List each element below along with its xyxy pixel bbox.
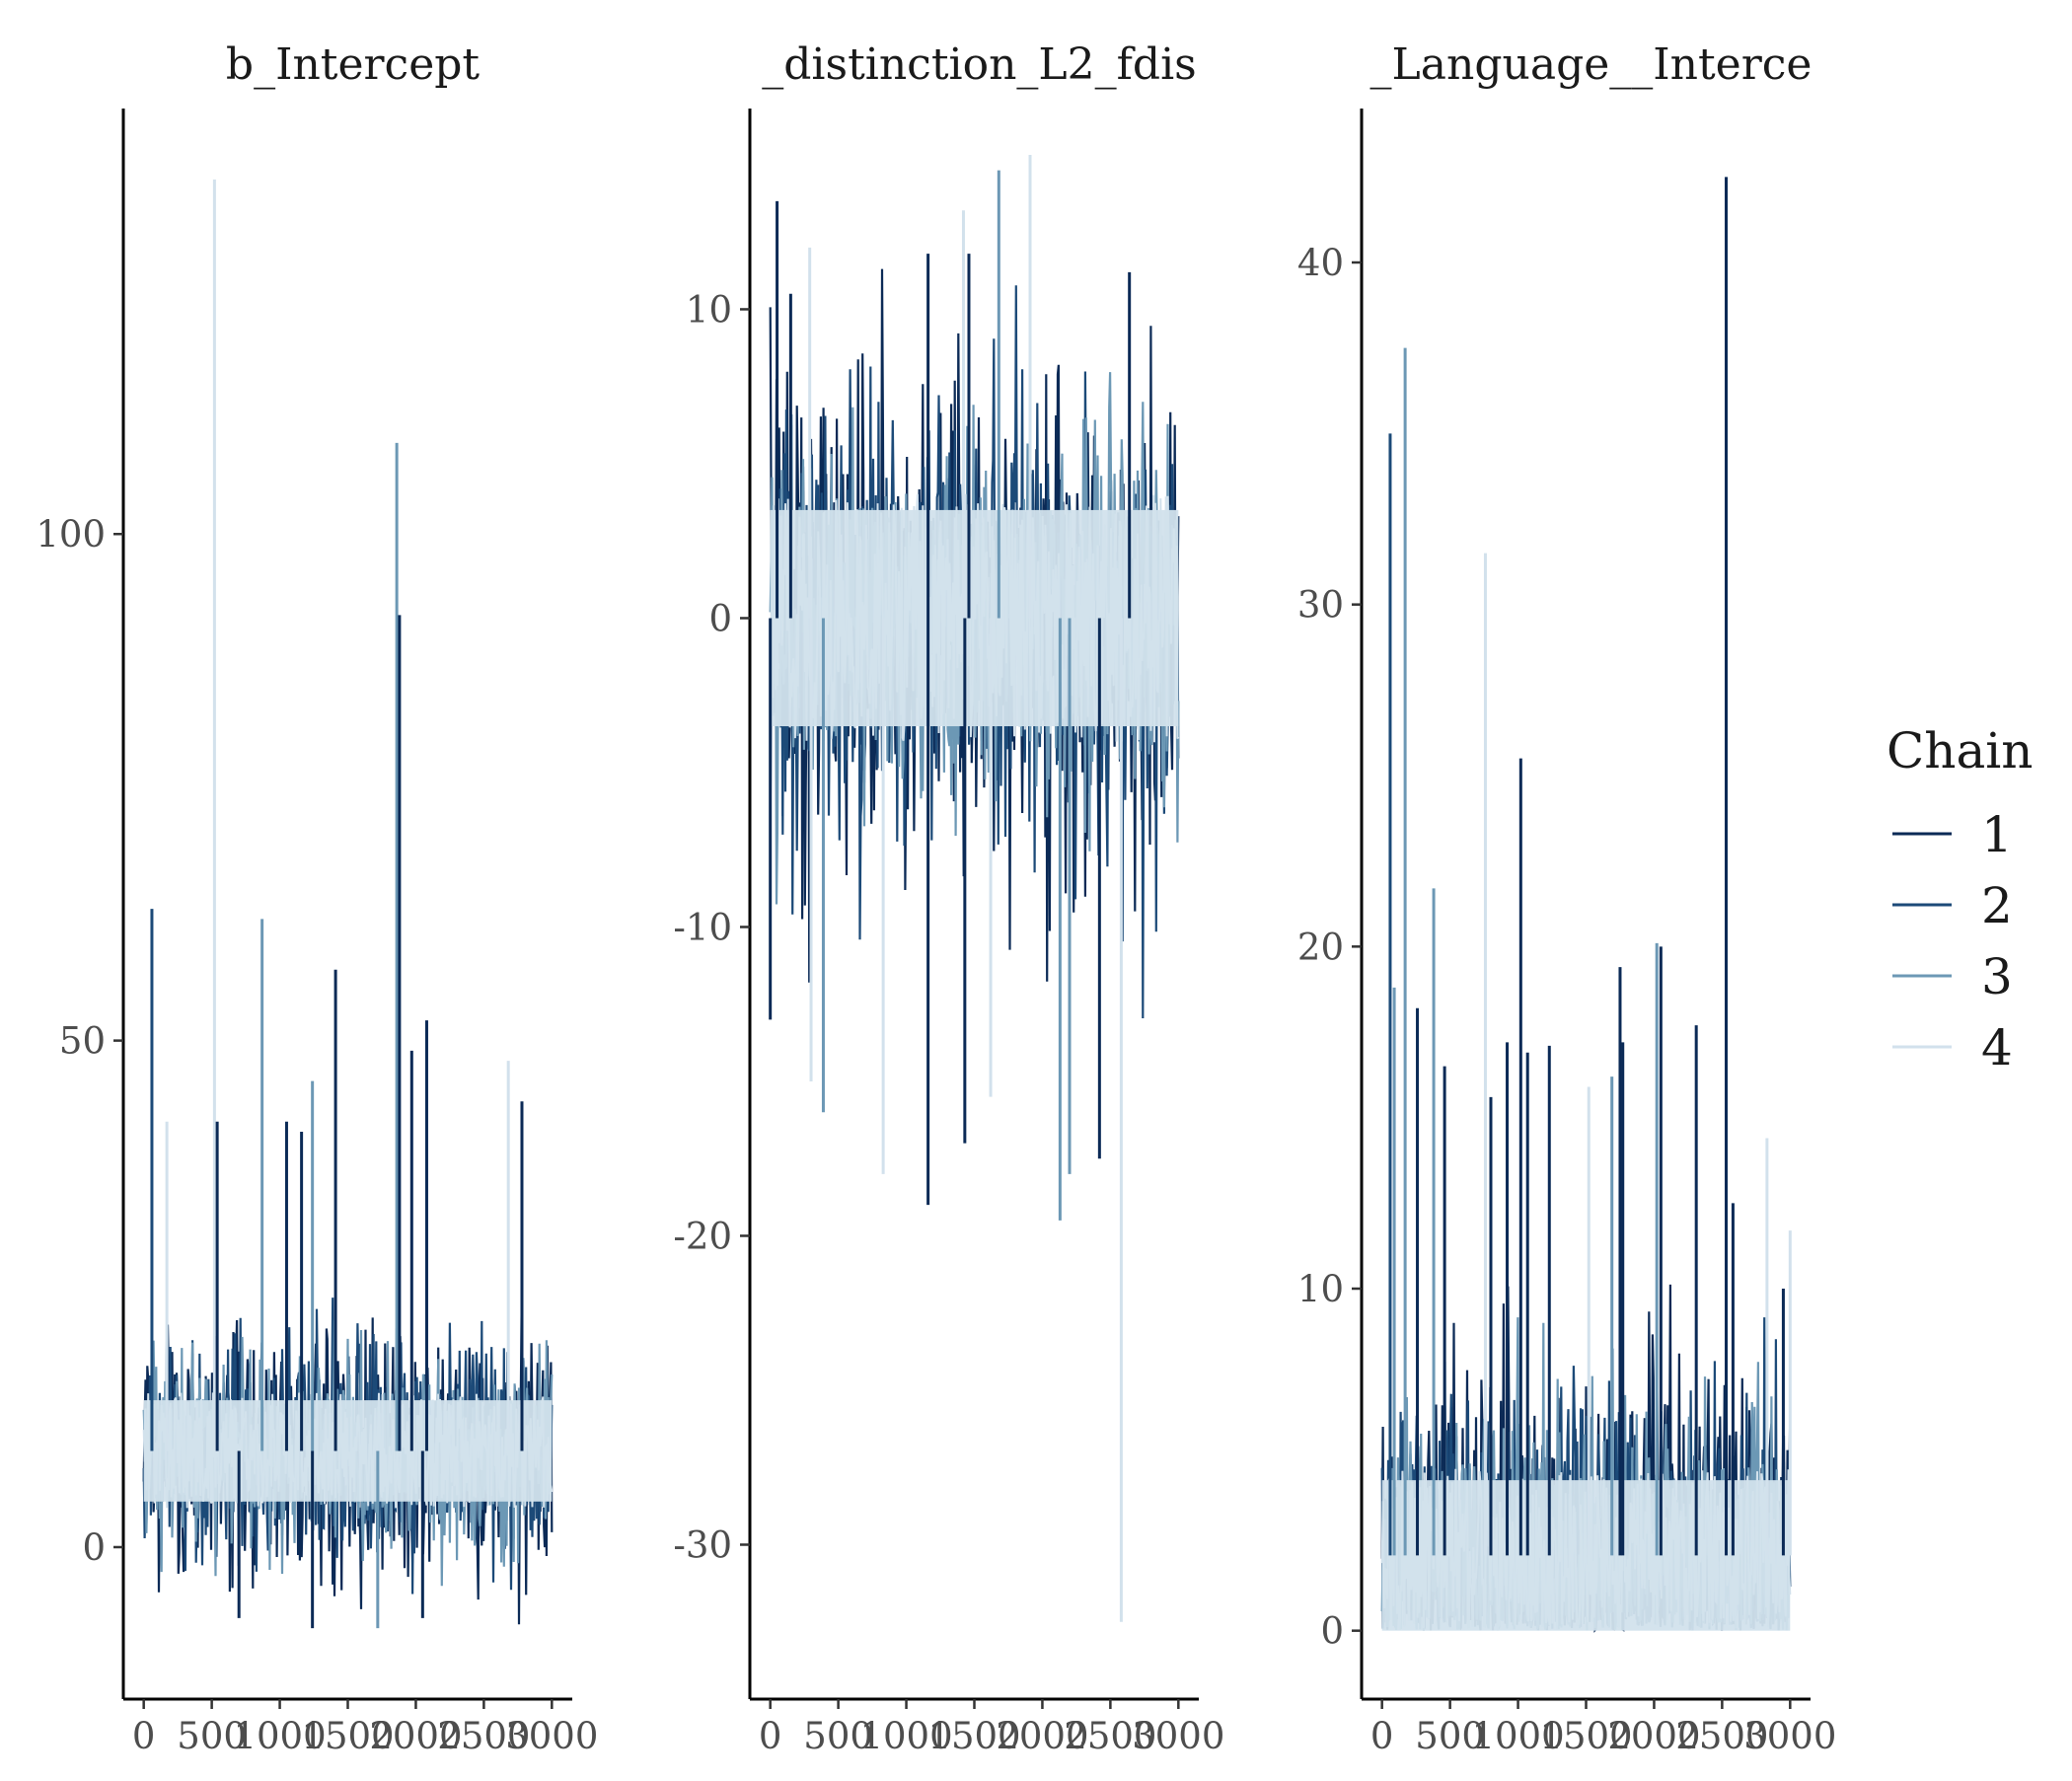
- y-tick-label: 50: [59, 1020, 106, 1063]
- panel-title: _Language__Interce: [1370, 39, 1813, 90]
- y-tick-label: 0: [708, 597, 732, 639]
- x-tick-label: 1500: [301, 1715, 394, 1757]
- trace-lines: [142, 179, 554, 1629]
- y-tick-label: -20: [673, 1215, 732, 1257]
- x-tick-label: 2500: [1675, 1715, 1768, 1757]
- legend: Chain 1 2 3 4: [1887, 722, 2033, 1076]
- panel-title: _distinction_L2_fdis: [762, 39, 1196, 90]
- x-tick-label: 2500: [437, 1715, 530, 1757]
- x-tick-label: 3000: [505, 1715, 598, 1757]
- x-tick-label: 500: [177, 1715, 247, 1757]
- y-tick-label: 30: [1297, 584, 1344, 627]
- x-tick-label: 0: [1370, 1715, 1394, 1757]
- chain-4-band: [770, 509, 1179, 727]
- x-tick-label: 0: [132, 1715, 156, 1757]
- legend-label-chain-3: 3: [1981, 948, 2013, 1005]
- legend-label-chain-4: 4: [1981, 1019, 2013, 1076]
- panel-2: _distinction_L2_fdis -30 -20 -10 0 10 0 5001000…: [673, 39, 1224, 1757]
- chain-4-band: [143, 1400, 553, 1502]
- chain-4-band: [1381, 1480, 1791, 1631]
- x-tick-label: 500: [1415, 1715, 1485, 1757]
- x-tick-label: 3000: [1743, 1715, 1836, 1757]
- x-tick-label: 0: [759, 1715, 782, 1757]
- x-tick-label: 1500: [927, 1715, 1020, 1757]
- panel-title: b_Intercept: [226, 39, 480, 90]
- legend-title: Chain: [1887, 722, 2033, 779]
- y-tick-label: -30: [673, 1523, 732, 1566]
- legend-label-chain-2: 2: [1981, 877, 2013, 934]
- x-tick-label: 2000: [996, 1715, 1088, 1757]
- x-tick-label: 500: [803, 1715, 873, 1757]
- y-tick-label: 20: [1297, 926, 1344, 968]
- x-tick-label: 1000: [859, 1715, 952, 1757]
- y-tick-label: 10: [686, 288, 732, 331]
- x-tick-label: 1000: [233, 1715, 326, 1757]
- x-tick-label: 1000: [1471, 1715, 1564, 1757]
- x-tick-label: 2500: [1064, 1715, 1156, 1757]
- trace-lines: [769, 154, 1180, 1622]
- x-tick-label: 1500: [1539, 1715, 1632, 1757]
- x-tick-label: 2000: [369, 1715, 462, 1757]
- x-tick-label: 2000: [1607, 1715, 1700, 1757]
- y-tick-label: -10: [673, 906, 732, 948]
- y-tick-label: 10: [1297, 1268, 1344, 1310]
- y-tick-label: 0: [82, 1526, 106, 1569]
- y-tick-label: 100: [36, 513, 106, 556]
- legend-label-chain-1: 1: [1981, 806, 2013, 863]
- trace-lines: [1380, 177, 1792, 1633]
- y-tick-label: 0: [1320, 1610, 1344, 1653]
- y-tick-label: 40: [1297, 242, 1344, 284]
- x-tick-label: 3000: [1132, 1715, 1224, 1757]
